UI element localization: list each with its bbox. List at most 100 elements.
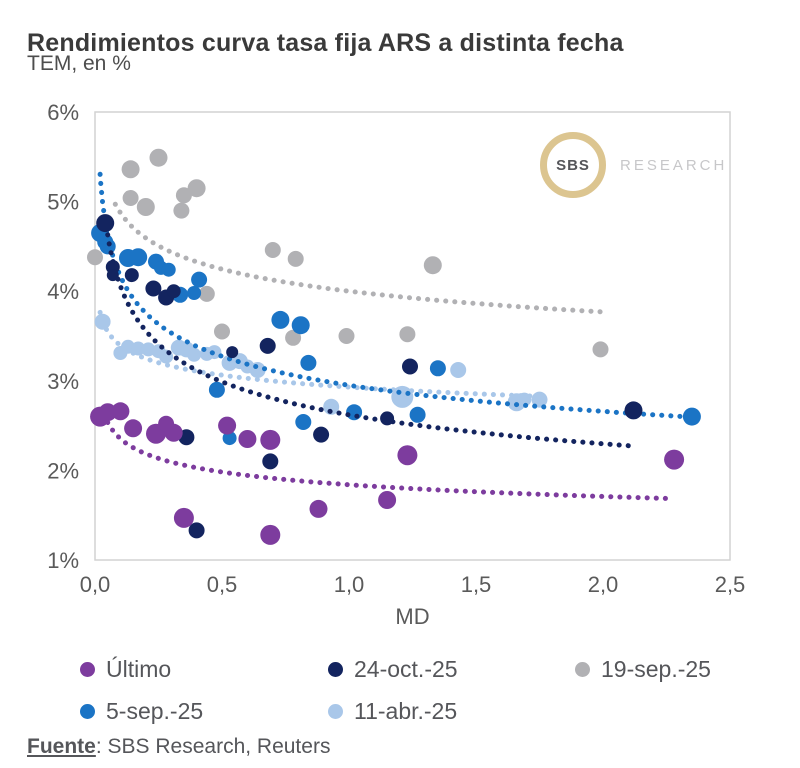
legend-dot-11-abr-25 bbox=[328, 704, 343, 719]
data-point-0 bbox=[164, 423, 183, 442]
source-note: Fuente: SBS Research, Reuters bbox=[27, 735, 330, 759]
data-point-3 bbox=[295, 414, 312, 430]
data-point-0 bbox=[378, 491, 397, 509]
x-tick-label: 2,5 bbox=[715, 572, 746, 597]
y-tick-label: 2% bbox=[47, 458, 79, 483]
data-point-2 bbox=[423, 256, 442, 275]
data-point-3 bbox=[271, 310, 290, 329]
y-tick-label: 4% bbox=[47, 279, 79, 304]
x-tick-label: 1,5 bbox=[461, 572, 492, 597]
scatter-chart: 6% 5% 4% 3% 2% 1%0,0 0,5 1,0 1,5 2,0 2,5 MD bbox=[47, 100, 746, 629]
data-point-1 bbox=[124, 268, 139, 283]
y-tick-label: 6% bbox=[47, 100, 79, 125]
data-point-1 bbox=[402, 358, 418, 375]
data-point-2 bbox=[198, 285, 215, 302]
data-point-3 bbox=[409, 406, 426, 423]
data-point-2 bbox=[149, 148, 168, 167]
data-point-1 bbox=[166, 284, 181, 299]
data-point-4 bbox=[187, 347, 202, 362]
data-point-2 bbox=[173, 202, 190, 219]
data-point-2 bbox=[285, 329, 302, 346]
legend-item-19-sep-25: 19-sep.-25 bbox=[575, 656, 711, 683]
data-point-2 bbox=[399, 326, 416, 343]
data-point-0 bbox=[260, 524, 281, 545]
data-point-0 bbox=[111, 402, 130, 421]
sbs-logo-ring-icon: SBS bbox=[540, 132, 606, 198]
legend-item-11-abr-25: 11-abr.-25 bbox=[328, 698, 457, 725]
trendline-1 bbox=[105, 232, 631, 449]
data-point-1 bbox=[262, 453, 279, 470]
legend-dot-ultimo bbox=[80, 662, 95, 677]
data-point-3 bbox=[191, 271, 208, 288]
source-label: Fuente bbox=[27, 735, 96, 758]
data-point-3 bbox=[682, 407, 701, 426]
x-tick-label: 0,5 bbox=[207, 572, 238, 597]
legend-label-19-sep-25: 19-sep.-25 bbox=[601, 656, 711, 682]
data-point-1 bbox=[313, 426, 330, 443]
data-point-0 bbox=[309, 499, 328, 518]
sbs-logo: SBS RESEARCH bbox=[540, 132, 727, 198]
data-point-2 bbox=[136, 198, 155, 216]
legend-label-11-abr-25: 11-abr.-25 bbox=[354, 698, 458, 724]
legend-dot-19-sep-25 bbox=[575, 662, 590, 677]
data-point-2 bbox=[592, 341, 609, 358]
y-tick-label: 3% bbox=[47, 369, 79, 394]
data-point-3 bbox=[429, 360, 446, 377]
data-point-4 bbox=[450, 362, 467, 378]
data-point-0 bbox=[173, 507, 194, 528]
data-point-3 bbox=[222, 431, 237, 446]
trendline-0 bbox=[105, 419, 672, 501]
data-point-4 bbox=[323, 398, 340, 415]
data-point-1 bbox=[624, 401, 643, 420]
data-point-0 bbox=[397, 445, 418, 466]
legend-item-ultimo: Último bbox=[80, 656, 171, 683]
legend-dot-24-oct-25 bbox=[328, 662, 343, 677]
data-point-1 bbox=[188, 522, 205, 539]
data-point-2 bbox=[87, 249, 103, 266]
data-point-2 bbox=[338, 328, 355, 344]
trendline-2 bbox=[112, 201, 606, 315]
source-text: : SBS Research, Reuters bbox=[95, 735, 331, 758]
page-title: Rendimientos curva tasa fija ARS a disti… bbox=[27, 28, 624, 57]
data-point-1 bbox=[259, 337, 276, 354]
y-tick-label: 5% bbox=[47, 190, 79, 215]
data-point-4 bbox=[531, 391, 548, 408]
data-point-2 bbox=[287, 250, 304, 267]
data-point-2 bbox=[214, 323, 230, 340]
plot-area-border bbox=[94, 111, 731, 561]
data-point-3 bbox=[129, 248, 148, 267]
legend-label-24-oct-25: 24-oct.-25 bbox=[354, 656, 458, 682]
data-point-0 bbox=[664, 449, 685, 470]
sbs-logo-text: SBS bbox=[556, 156, 590, 174]
data-point-2 bbox=[175, 187, 192, 204]
data-point-0 bbox=[260, 429, 281, 450]
data-point-1 bbox=[106, 269, 119, 282]
data-point-1 bbox=[96, 214, 115, 233]
data-point-3 bbox=[291, 316, 310, 335]
legend-label-5-sep-25: 5-sep.-25 bbox=[106, 698, 204, 724]
data-point-3 bbox=[300, 354, 317, 371]
data-point-1 bbox=[145, 280, 162, 297]
data-point-1 bbox=[380, 411, 395, 426]
data-point-4 bbox=[517, 392, 532, 407]
legend-dot-5-sep-25 bbox=[80, 704, 95, 719]
data-point-0 bbox=[218, 416, 237, 435]
data-point-0 bbox=[124, 419, 143, 438]
data-point-4 bbox=[391, 385, 414, 408]
data-point-2 bbox=[122, 190, 139, 206]
legend-item-5-sep-25: 5-sep.-25 bbox=[80, 698, 203, 725]
data-point-3 bbox=[208, 381, 225, 398]
data-point-3 bbox=[187, 286, 202, 300]
data-point-4 bbox=[131, 341, 146, 356]
data-point-2 bbox=[187, 179, 206, 198]
y-tick-label: 1% bbox=[47, 548, 79, 573]
data-point-0 bbox=[238, 430, 257, 448]
x-axis-title: MD bbox=[395, 604, 429, 629]
data-point-1 bbox=[226, 346, 239, 359]
data-point-2 bbox=[121, 160, 140, 179]
data-point-3 bbox=[161, 262, 176, 277]
x-tick-label: 0,0 bbox=[80, 572, 111, 597]
data-point-4 bbox=[94, 313, 111, 330]
chart-subtitle: TEM, en % bbox=[27, 52, 131, 75]
data-point-3 bbox=[346, 404, 363, 421]
